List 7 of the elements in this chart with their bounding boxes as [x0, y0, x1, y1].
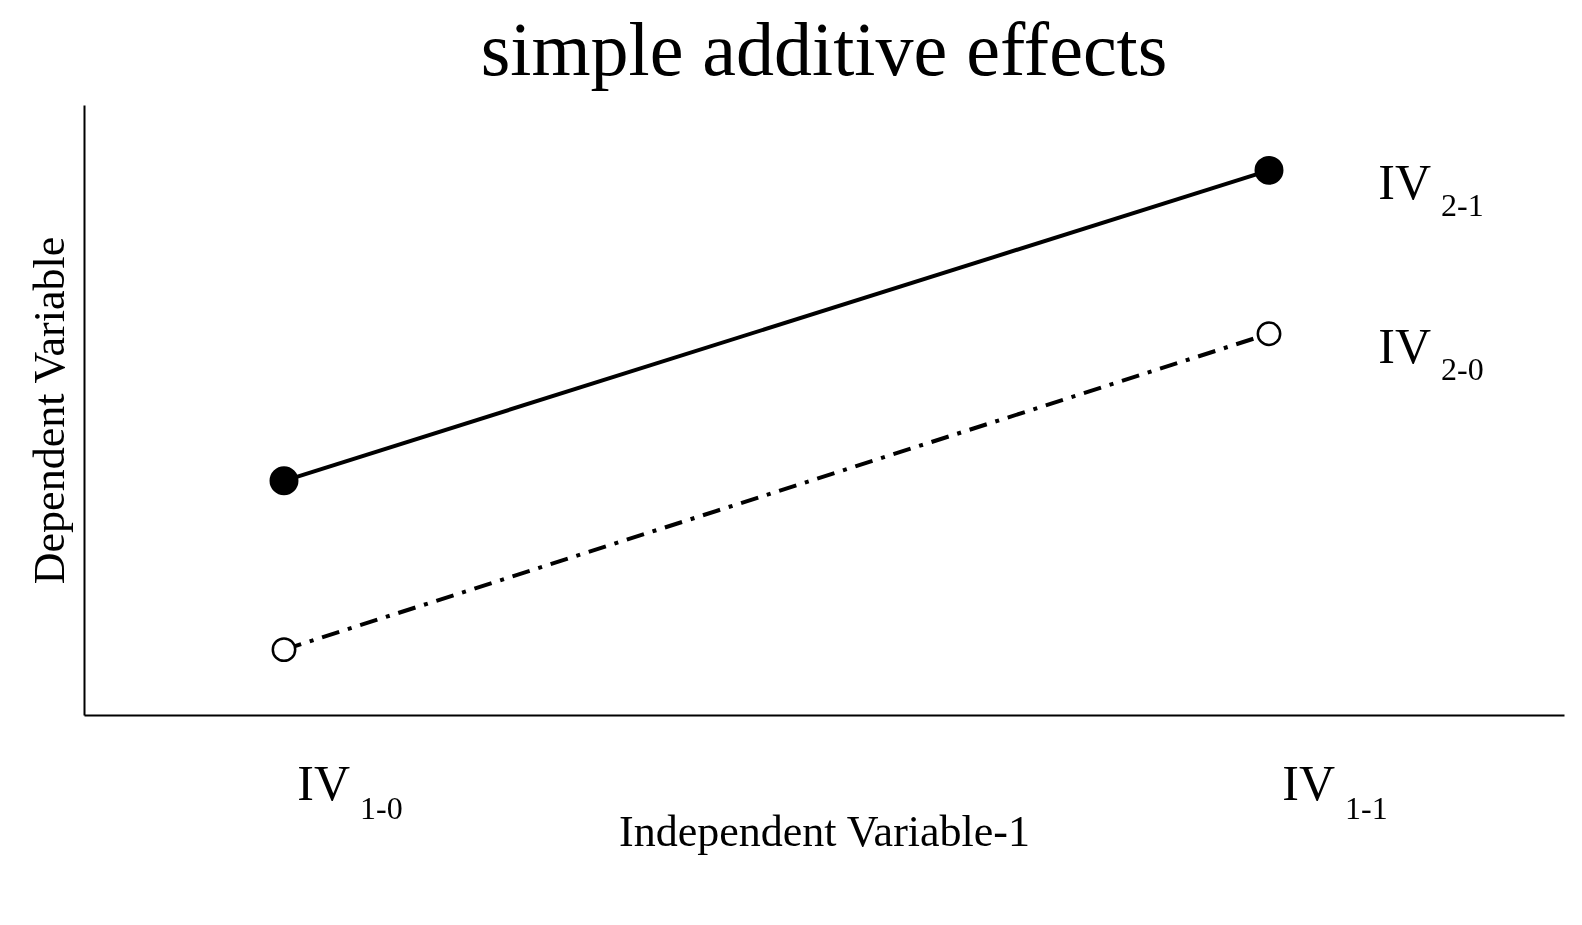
point [1254, 155, 1284, 185]
point [271, 637, 297, 663]
point [1256, 321, 1282, 347]
chart-title: simple additive effects [480, 7, 1168, 91]
point [269, 466, 299, 496]
x-axis-title: Independent Variable-1 [619, 806, 1030, 856]
y-axis-title: Dependent Variable [24, 236, 74, 585]
